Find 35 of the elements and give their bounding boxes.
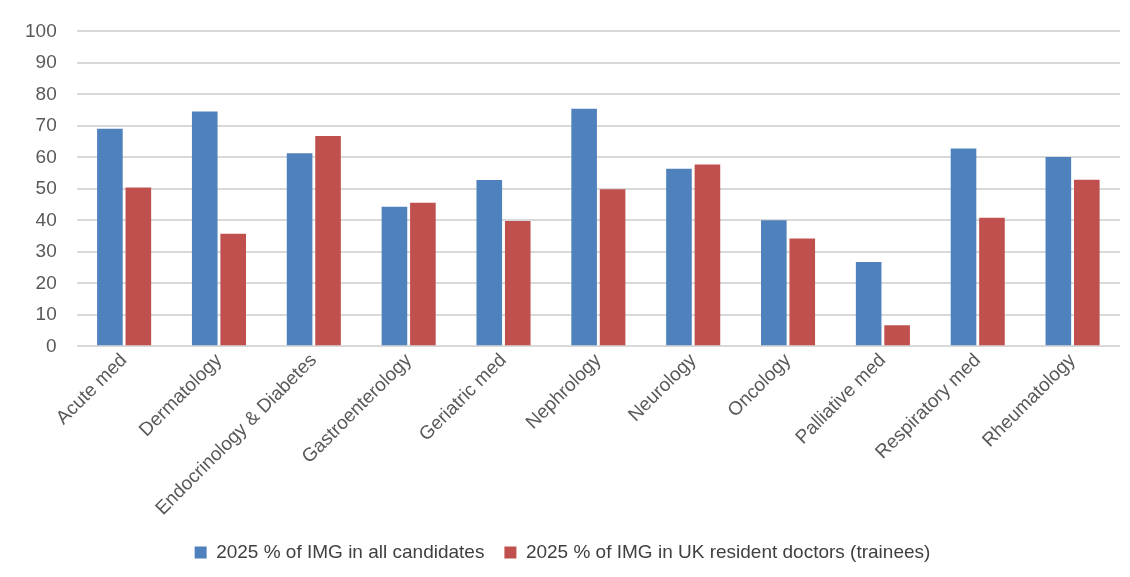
bar [599, 189, 626, 346]
bar [979, 217, 1005, 346]
bar [381, 206, 408, 346]
bar [410, 202, 436, 346]
y-tick-label: 60 [35, 145, 57, 167]
bar [789, 238, 816, 346]
bar [191, 111, 218, 346]
bar [1074, 179, 1100, 346]
bar [286, 153, 313, 346]
y-tick-label: 40 [35, 208, 57, 230]
y-tick-label: 90 [35, 51, 57, 73]
y-tick-label: 30 [35, 240, 57, 262]
bar [884, 325, 910, 346]
y-tick-label: 50 [35, 177, 57, 199]
bar [315, 135, 341, 346]
bar [761, 220, 787, 346]
bar [504, 220, 531, 346]
bar [666, 168, 692, 346]
y-tick-label: 20 [35, 271, 57, 293]
bar [97, 128, 123, 346]
bar [694, 164, 721, 346]
legend-label: 2025 % of IMG in all candidates [216, 540, 485, 562]
y-tick-label: 100 [25, 19, 57, 41]
bar [125, 187, 152, 346]
bar [950, 148, 977, 346]
y-tick-label: 0 [46, 334, 57, 356]
bar [1045, 157, 1072, 346]
bar [476, 180, 503, 346]
bar [571, 108, 597, 346]
y-tick-label: 10 [35, 303, 57, 325]
y-tick-label: 80 [35, 82, 57, 104]
bar [855, 261, 882, 346]
legend-label: 2025 % of IMG in UK resident doctors (trainees) [525, 540, 931, 562]
y-tick-label: 70 [35, 114, 57, 136]
bar [220, 233, 246, 346]
